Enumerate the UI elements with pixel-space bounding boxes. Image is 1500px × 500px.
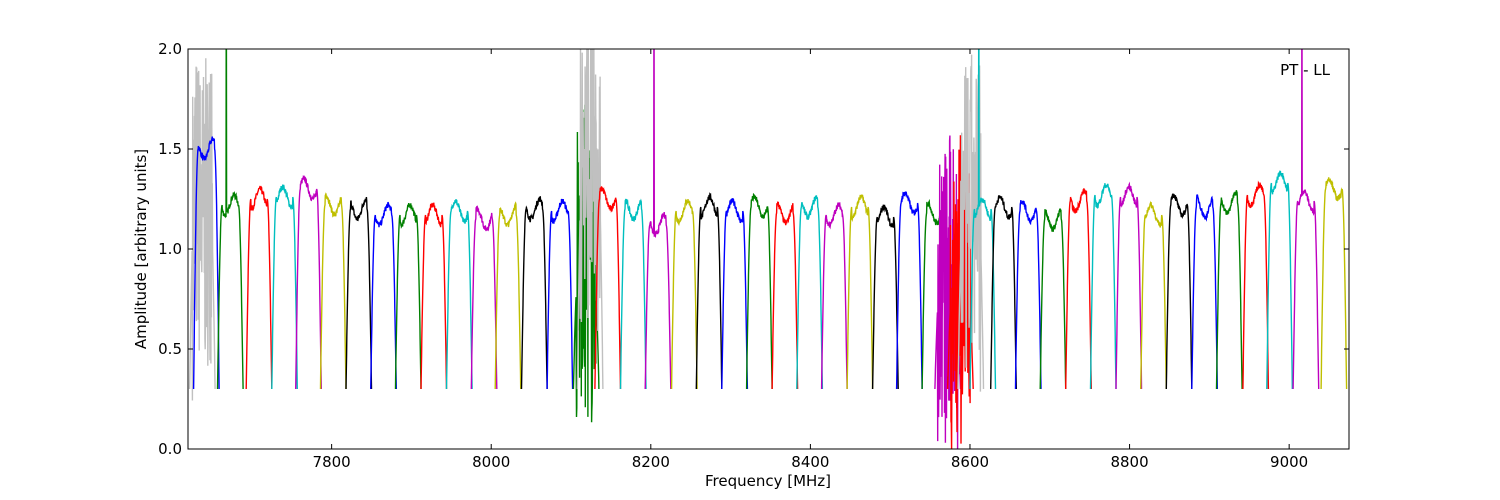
channel-trace-11 [445, 199, 473, 390]
channel-trace-22 [695, 192, 723, 390]
y-tick-label: 2.0 [158, 40, 182, 58]
x-tick-label: 8800 [1110, 453, 1148, 471]
x-axis-label: Frequency [MHz] [705, 472, 831, 490]
channel-trace-0 [188, 58, 216, 401]
channel-trace-47 [1266, 170, 1294, 390]
channel-trace-1 [192, 136, 220, 390]
channel-trace-25 [771, 201, 799, 390]
channel-trace-34 [957, 54, 985, 392]
channel-trace-13 [494, 201, 522, 390]
channel-trace-7 [345, 196, 373, 390]
channel-trace-18 [594, 186, 622, 390]
channel-trace-48 [1292, 49, 1320, 390]
channel-trace-8 [370, 201, 397, 390]
channel-trace-33 [946, 122, 974, 449]
channel-trace-36 [990, 195, 1017, 390]
channel-trace-20 [644, 49, 672, 390]
channel-trace-6 [319, 192, 347, 390]
channel-trace-28 [846, 194, 874, 390]
channel-trace-41 [1115, 181, 1143, 390]
channel-trace-29 [871, 204, 899, 390]
channel-trace-30 [895, 191, 923, 390]
y-tick-label: 1.0 [158, 240, 182, 258]
corner-annotation: PT - LL [1280, 61, 1331, 79]
channel-trace-3 [245, 185, 273, 390]
channel-trace-43 [1165, 193, 1193, 390]
y-tick-label: 0.5 [158, 340, 182, 358]
channel-trace-12 [470, 205, 498, 390]
channel-trace-15 [546, 198, 574, 390]
channel-trace-9 [394, 202, 422, 390]
channel-trace-14 [520, 195, 548, 390]
y-axis-label: Amplitude [arbitrary units] [132, 149, 150, 349]
channel-trace-45 [1215, 190, 1243, 390]
channel-trace-49 [1320, 177, 1348, 390]
plot-frame [187, 48, 1350, 450]
channel-trace-27 [820, 202, 848, 390]
y-tick-label: 0.0 [158, 440, 182, 458]
channel-trace-24 [745, 192, 773, 390]
channel-trace-19 [619, 198, 647, 390]
channel-trace-21 [670, 198, 698, 390]
x-tick-label: 8600 [951, 453, 989, 471]
channel-trace-35 [969, 49, 997, 390]
x-tick-label: 8400 [791, 453, 829, 471]
channel-trace-40 [1089, 183, 1117, 390]
channel-trace-38 [1039, 208, 1067, 390]
channel-trace-5 [295, 175, 322, 390]
y-tick-label: 1.5 [158, 140, 182, 158]
x-tick-label: 8200 [632, 453, 670, 471]
axis-ticks: 7800 8000 8200 8400 8600 8800 9000 0.0 0.5 1.0 1.5… [158, 40, 1349, 471]
channel-trace-39 [1065, 188, 1092, 390]
channel-series [188, 49, 1348, 449]
channel-trace-46 [1242, 180, 1270, 390]
channel-trace-37 [1014, 200, 1042, 390]
channel-trace-2 [216, 49, 244, 390]
channel-trace-44 [1191, 194, 1219, 390]
channel-trace-23 [721, 198, 749, 390]
channel-trace-10 [420, 202, 448, 390]
x-tick-label: 8000 [472, 453, 510, 471]
channel-trace-42 [1140, 200, 1167, 390]
channel-trace-4 [271, 184, 298, 390]
x-tick-label: 9000 [1270, 453, 1308, 471]
channel-trace-26 [796, 195, 824, 390]
x-tick-label: 7800 [313, 453, 351, 471]
